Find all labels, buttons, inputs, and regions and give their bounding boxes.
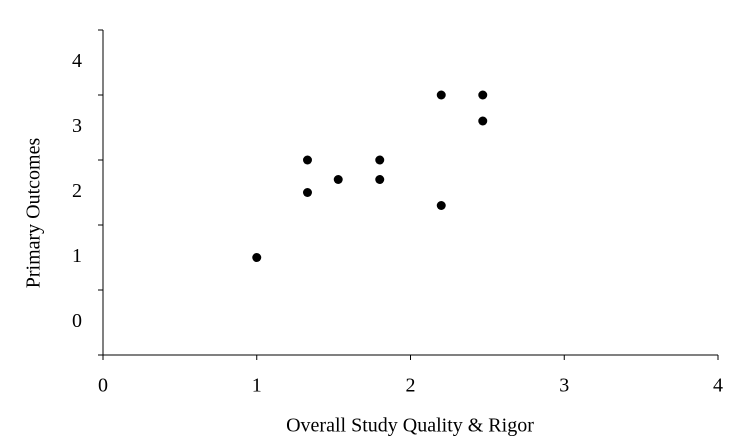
x-axis-title: Overall Study Quality & Rigor [286,415,534,437]
y-tick-label: 0 [72,310,82,332]
y-tick-label: 2 [72,180,82,202]
data-point [436,90,446,100]
x-tick-label: 3 [559,375,569,397]
data-point [478,116,488,126]
x-tick-label: 2 [406,375,416,397]
data-point [302,188,312,197]
data-point [302,155,312,165]
x-tick-label: 1 [252,375,262,397]
data-point [375,155,385,165]
y-tick-label: 3 [72,115,82,137]
data-point [478,90,488,100]
data-point [436,201,446,210]
data-point [333,175,343,184]
data-point [375,175,385,184]
y-axis-title: Primary Outcomes [23,138,45,289]
x-tick-label: 0 [98,375,108,397]
x-tick-label: 4 [713,375,723,397]
y-tick-label: 4 [72,50,82,72]
data-point [252,253,262,262]
y-tick-label: 1 [72,245,82,267]
